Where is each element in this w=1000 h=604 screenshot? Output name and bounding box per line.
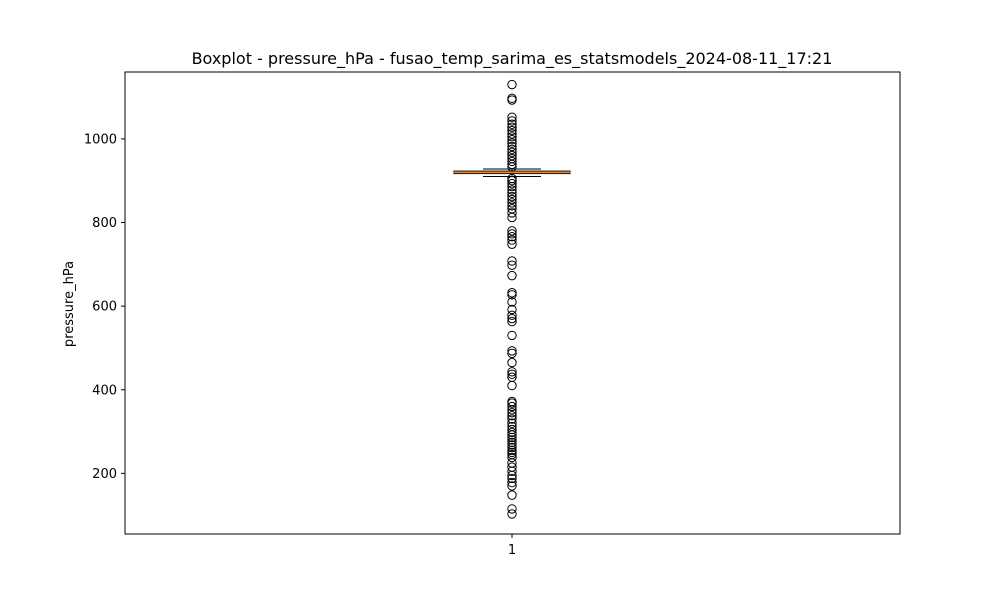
y-tick-label: 1000 — [84, 132, 117, 147]
y-tick-label: 400 — [92, 383, 117, 398]
outlier-point — [507, 256, 517, 266]
outlier-point — [507, 430, 517, 440]
outlier-point — [507, 135, 517, 145]
outlier-point — [507, 435, 517, 445]
outlier-point — [507, 125, 517, 136]
outlier-point — [507, 198, 517, 208]
outlier-point — [507, 185, 517, 195]
outlier-point — [507, 122, 517, 132]
outlier-point — [507, 232, 517, 242]
outlier-point — [507, 481, 517, 491]
x-tick-label: 1 — [508, 543, 516, 558]
outlier-point — [507, 116, 517, 126]
outlier-point — [507, 178, 517, 189]
outlier-point — [507, 310, 517, 321]
outlier-point — [507, 367, 517, 377]
outlier-point — [507, 466, 517, 476]
y-tick-label: 800 — [92, 216, 117, 231]
outlier-point — [507, 380, 517, 391]
outlier-point — [507, 440, 517, 450]
outlier-point — [507, 288, 517, 298]
outlier-point — [507, 473, 517, 484]
outlier-point — [507, 159, 517, 170]
outlier-point — [507, 401, 517, 412]
outlier-point — [507, 316, 517, 327]
x-axis-ticks: 1 — [508, 534, 516, 558]
outlier-point — [507, 270, 517, 281]
outlier-point — [507, 141, 517, 152]
outlier-point — [507, 509, 517, 519]
outlier-point — [507, 191, 517, 202]
outlier-point — [507, 427, 517, 438]
outlier-points — [507, 79, 517, 519]
outlier-point — [507, 297, 517, 307]
outlier-point — [507, 414, 517, 424]
outlier-point — [507, 504, 517, 514]
outlier-point — [507, 162, 517, 172]
outlier-point — [507, 330, 517, 341]
y-axis-label: pressure_hPa — [62, 261, 77, 347]
outlier-point — [507, 112, 517, 122]
outlier-point — [507, 156, 517, 167]
outlier-point — [507, 418, 517, 428]
outlier-point — [507, 290, 517, 300]
outlier-point — [507, 212, 517, 223]
outlier-point — [507, 194, 517, 205]
outlier-point — [507, 442, 517, 453]
outlier-point — [507, 369, 517, 379]
outlier-point — [507, 201, 517, 211]
outlier-point — [507, 432, 517, 443]
outlier-point — [507, 95, 517, 105]
outlier-point — [507, 129, 517, 139]
outlier-point — [507, 346, 517, 356]
y-tick-label: 200 — [92, 467, 117, 482]
outlier-point — [507, 235, 517, 245]
outlier-point — [507, 208, 517, 218]
outlier-point — [507, 410, 517, 421]
outlier-point — [507, 144, 517, 155]
outlier-point — [507, 239, 517, 249]
outlier-point — [507, 405, 517, 415]
outlier-point — [507, 188, 517, 198]
outlier-point — [507, 313, 517, 324]
outlier-point — [507, 490, 517, 500]
outlier-point — [507, 147, 517, 157]
outlier-point — [507, 470, 517, 481]
y-axis-ticks: 200 400 600 800 1000 — [84, 132, 125, 482]
box-group — [453, 168, 571, 178]
y-tick-label: 600 — [92, 300, 117, 315]
chart-title: Boxplot - pressure_hPa - fusao_temp_sari… — [192, 49, 833, 69]
outlier-point — [507, 260, 517, 270]
outlier-point — [507, 181, 517, 192]
outlier-point — [507, 304, 517, 315]
outlier-point — [507, 229, 517, 239]
outlier-point — [507, 176, 517, 186]
outlier-point — [507, 119, 517, 129]
outlier-point — [507, 398, 517, 408]
outlier-point — [507, 132, 517, 142]
outlier-point — [507, 79, 517, 90]
outlier-point — [507, 138, 517, 148]
outlier-point — [507, 226, 517, 236]
outlier-point — [507, 348, 517, 359]
outlier-point — [507, 408, 517, 418]
outlier-point — [507, 452, 517, 463]
outlier-point — [507, 357, 517, 368]
outlier-point — [507, 477, 517, 488]
